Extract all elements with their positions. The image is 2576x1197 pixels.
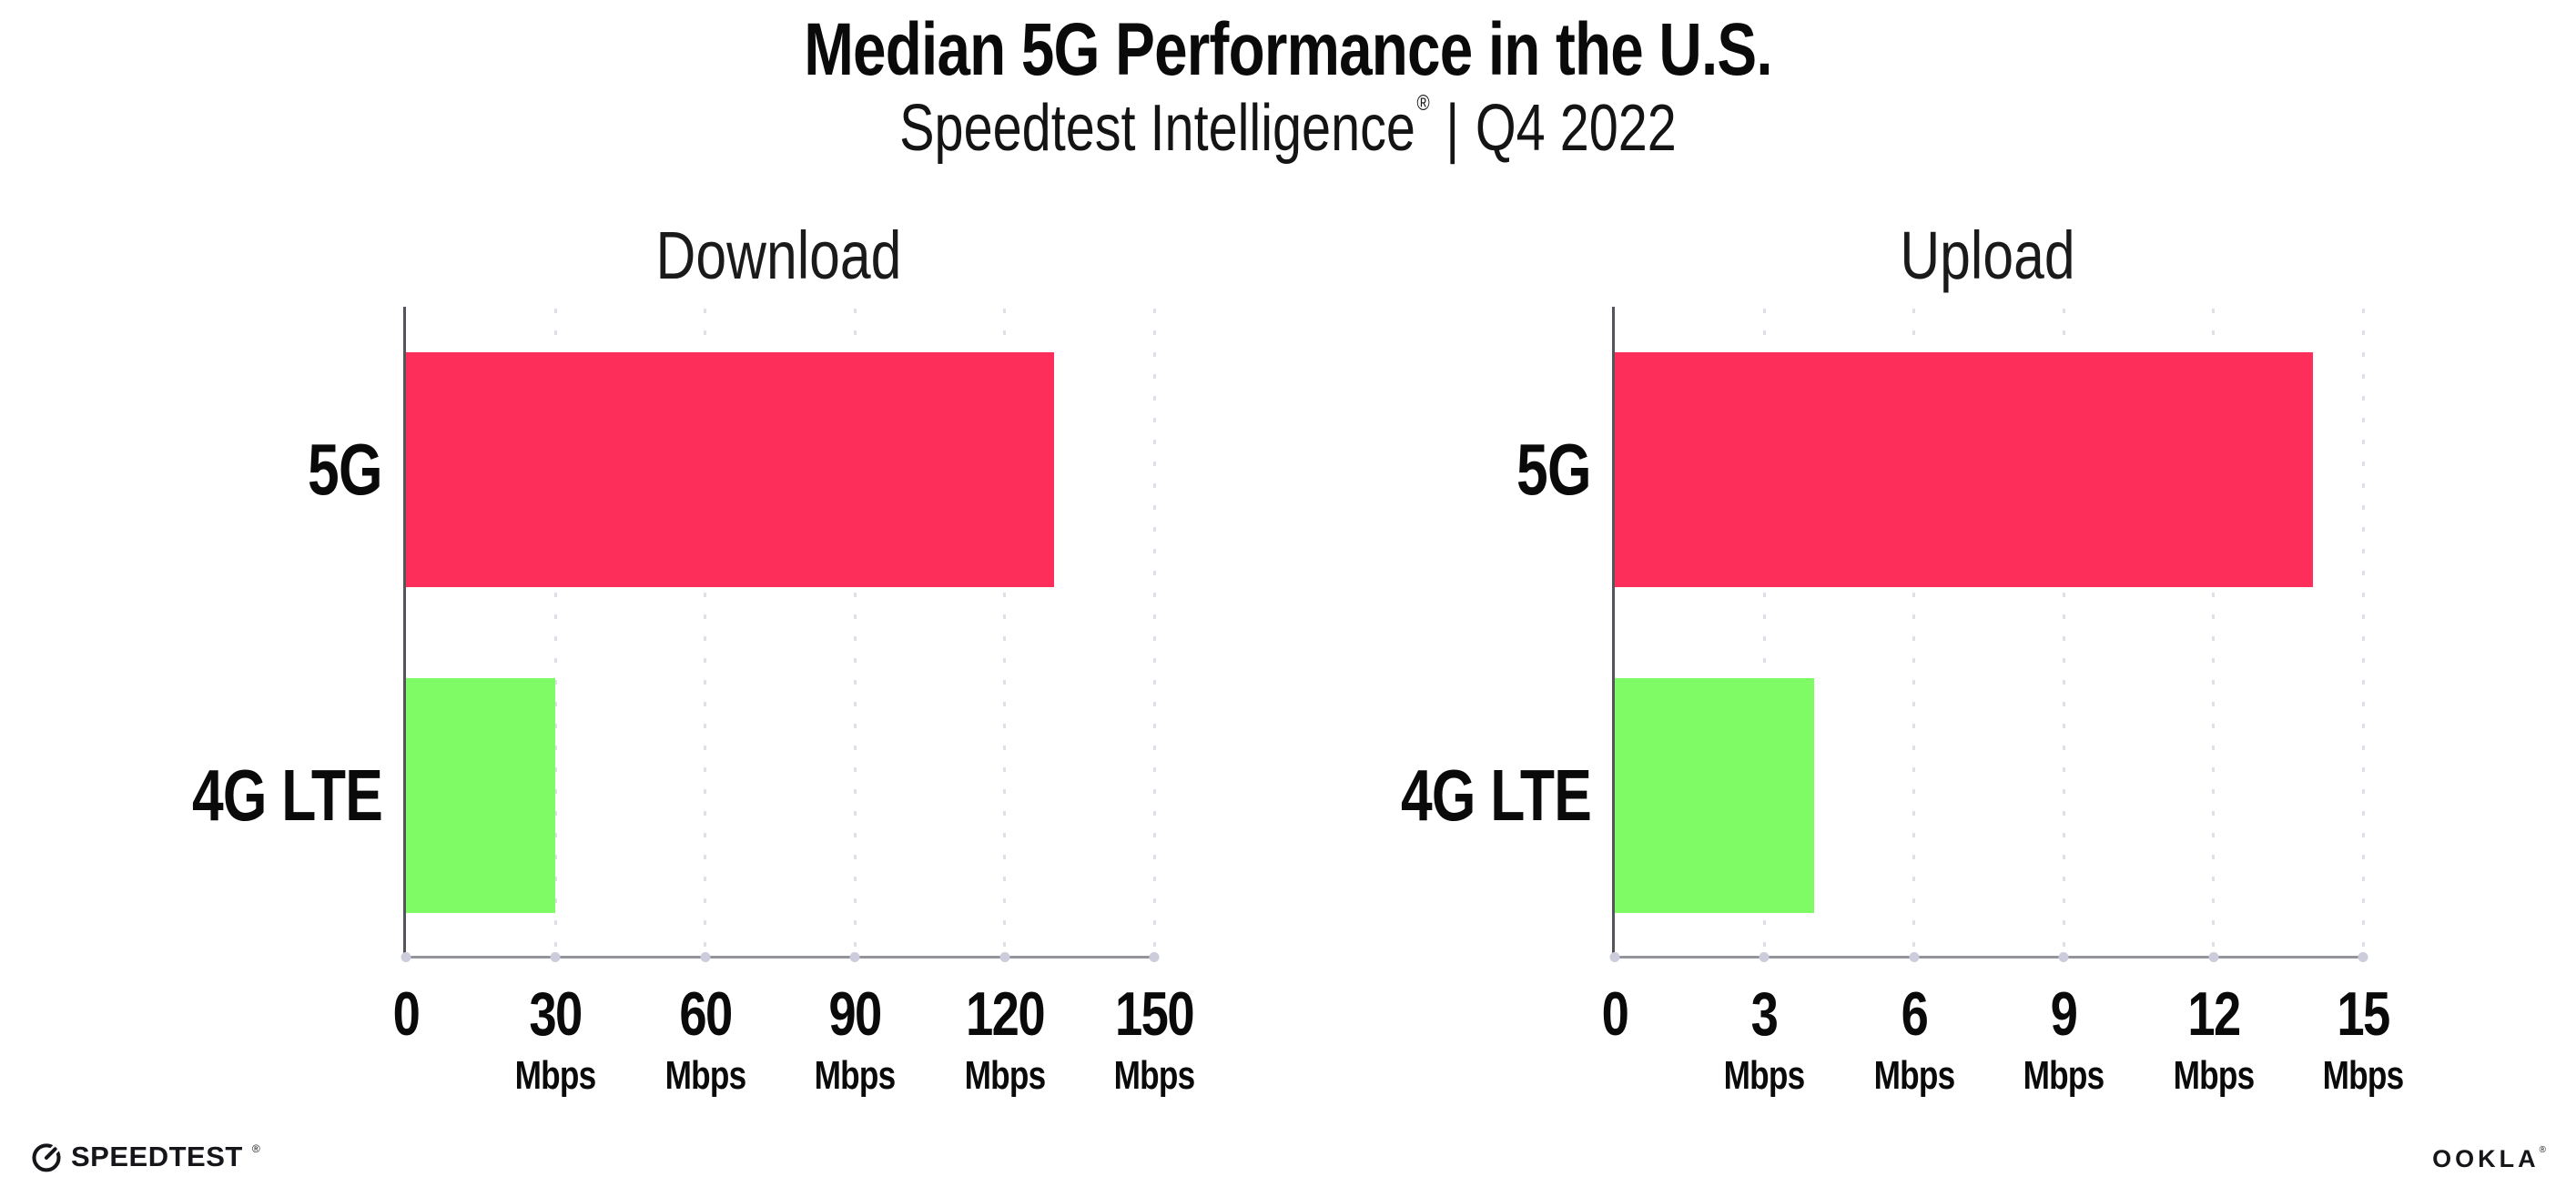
x-tick-label: 150 Mbps	[1104, 983, 1205, 1096]
category-label-4g-lte: 4G LTE	[1209, 678, 1592, 913]
category-label-text: 4G LTE	[191, 755, 383, 836]
tick-unit: Mbps	[2173, 1053, 2255, 1098]
category-label-text: 5G	[308, 429, 382, 510]
page-title-text: Median 5G Performance in the U.S.	[804, 8, 1772, 91]
x-tick-label: 15 Mbps	[2313, 983, 2414, 1096]
x-tick-label: 12 Mbps	[2163, 983, 2264, 1096]
tick-number: 30	[529, 979, 583, 1049]
x-tick-label: 9 Mbps	[2013, 983, 2115, 1096]
gridline	[553, 309, 557, 956]
tick-unit: Mbps	[1113, 1053, 1196, 1098]
speedtest-logo-text: SPEEDTEST	[71, 1141, 243, 1172]
x-tick-label: 0	[1598, 983, 1631, 1045]
tick-number: 3	[1751, 979, 1779, 1049]
tick-unit: Mbps	[664, 1053, 746, 1098]
axis-tick-dot	[2058, 952, 2069, 962]
gridline	[704, 309, 707, 956]
category-label-text: 4G LTE	[1400, 755, 1592, 836]
axis-tick-dot	[1909, 952, 1920, 962]
gridline	[2062, 309, 2065, 956]
tick-unit: Mbps	[2023, 1053, 2105, 1098]
tick-number: 120	[965, 979, 1046, 1049]
subtitle-period: Q4 2022	[1475, 92, 1677, 165]
page-subtitle: Speedtest Intelligence® | Q4 2022	[0, 91, 2576, 166]
tick-number: 15	[2337, 979, 2390, 1049]
upload-chart-title: Upload	[1900, 218, 2075, 293]
x-tick-label: 120 Mbps	[954, 983, 1055, 1096]
category-label-4g-lte: 4G LTE	[0, 678, 383, 913]
tick-number: 12	[2186, 979, 2241, 1049]
x-tick-label: 3 Mbps	[1714, 983, 1815, 1096]
page-title: Median 5G Performance in the U.S.	[0, 7, 2576, 93]
gridline	[2212, 309, 2216, 956]
tick-number: 90	[828, 979, 883, 1049]
tick-number: 6	[1901, 979, 1928, 1049]
axis-tick-dot	[1609, 952, 1620, 962]
tick-unit: Mbps	[515, 1053, 597, 1098]
tick-number: 9	[2050, 979, 2078, 1049]
download-plot-area: 0 30 Mbps 60 Mbps 90 Mbps 120 Mbps 150 Mbps 5G 4G LT…	[192, 307, 1195, 1096]
tick-number: 0	[392, 979, 421, 1049]
bar-4g-lte	[406, 678, 556, 913]
tick-unit: Mbps	[1873, 1053, 1955, 1098]
x-tick-label: 60 Mbps	[654, 983, 756, 1096]
bar-4g-lte	[1615, 678, 1815, 913]
gridline	[1152, 309, 1156, 956]
category-label-5g: 5G	[1209, 352, 1591, 587]
tick-number: 150	[1115, 979, 1195, 1049]
axis-tick-dot	[2358, 952, 2368, 962]
axis-tick-dot	[849, 952, 860, 962]
speedtest-gauge-icon	[30, 1141, 63, 1173]
upload-plot-area: 0 3 Mbps 6 Mbps 9 Mbps 12 Mbps 15 Mbps 5G 4G LTE	[1401, 307, 2404, 1096]
tick-unit: Mbps	[1724, 1053, 1806, 1098]
ookla-logo-text: OOKLA	[2432, 1145, 2540, 1172]
axis-tick-dot	[700, 952, 711, 962]
axis-tick-dot	[999, 952, 1010, 962]
gridline	[2361, 309, 2365, 956]
axis-tick-dot	[1149, 952, 1160, 962]
tick-unit: Mbps	[964, 1053, 1046, 1098]
gridline	[1762, 309, 1766, 956]
bar-5g	[406, 352, 1055, 587]
bar-5g	[1615, 352, 2314, 587]
axis-tick-dot	[550, 952, 561, 962]
gridline	[1003, 309, 1007, 956]
ookla-logo: OOKLA ®	[2432, 1145, 2546, 1173]
axis-tick-dot	[401, 952, 411, 962]
category-label-text: 5G	[1516, 429, 1591, 510]
speedtest-registered-mark: ®	[251, 1142, 260, 1155]
gridline	[1912, 309, 1916, 956]
tick-unit: Mbps	[2322, 1053, 2405, 1098]
x-tick-label: 6 Mbps	[1863, 983, 1964, 1096]
axis-tick-dot	[2208, 952, 2219, 962]
x-tick-label: 90 Mbps	[805, 983, 906, 1096]
download-chart-title: Download	[655, 218, 902, 293]
tick-number: 60	[679, 979, 733, 1049]
tick-unit: Mbps	[814, 1053, 897, 1098]
x-tick-label: 30 Mbps	[505, 983, 606, 1096]
ookla-registered-mark: ®	[2539, 1145, 2546, 1155]
subtitle-brand: Speedtest Intelligence	[899, 92, 1415, 165]
subtitle-separator: |	[1445, 92, 1460, 165]
gridline	[853, 309, 857, 956]
x-tick-label: 0	[390, 983, 422, 1045]
axis-tick-dot	[1759, 952, 1770, 962]
category-label-5g: 5G	[0, 352, 382, 587]
tick-number: 0	[1601, 979, 1629, 1049]
registered-mark: ®	[1416, 91, 1430, 116]
speedtest-logo: SPEEDTEST ®	[30, 1141, 260, 1173]
